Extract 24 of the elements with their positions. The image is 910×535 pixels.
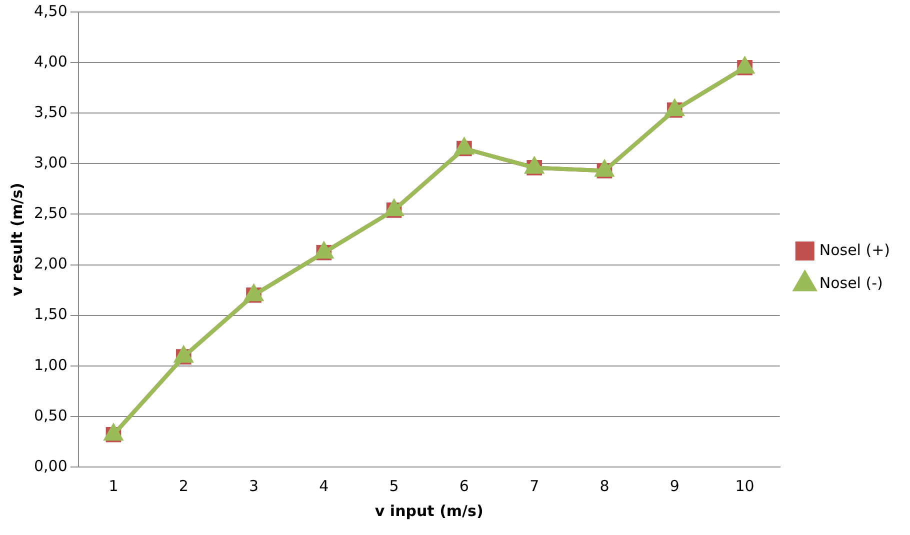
x-tick-label: 3 — [248, 476, 259, 495]
legend-label: Nosel (+) — [819, 240, 890, 259]
y-tick-label: 2,50 — [34, 204, 68, 222]
x-tick-label: 2 — [178, 476, 188, 495]
x-tick-label: 6 — [459, 476, 469, 495]
y-tick-label: 4,50 — [34, 2, 68, 20]
x-tick-label: 4 — [319, 476, 329, 495]
legend-label: Nosel (-) — [819, 274, 883, 292]
y-tick-label: 1,00 — [34, 356, 68, 374]
x-tick-label: 10 — [735, 476, 754, 495]
y-tick-label: 3,50 — [34, 103, 68, 121]
x-tick-label: 1 — [108, 476, 118, 495]
x-tick-label: 8 — [600, 476, 610, 495]
y-tick-label: 3,00 — [34, 154, 68, 172]
x-tick-label: 7 — [530, 476, 540, 495]
y-tick-label: 4,00 — [34, 52, 68, 70]
x-axis-title: v input (m/s) — [374, 502, 484, 520]
x-tick-label: 5 — [389, 476, 399, 495]
y-axis-title: v result (m/s) — [8, 182, 26, 296]
y-tick-label: 1,50 — [34, 305, 68, 324]
y-tick-label: 2,00 — [34, 254, 68, 273]
y-tick-label: 0,00 — [34, 456, 68, 475]
y-tick-label: 0,50 — [34, 406, 68, 424]
x-tick-label: 9 — [670, 476, 680, 495]
